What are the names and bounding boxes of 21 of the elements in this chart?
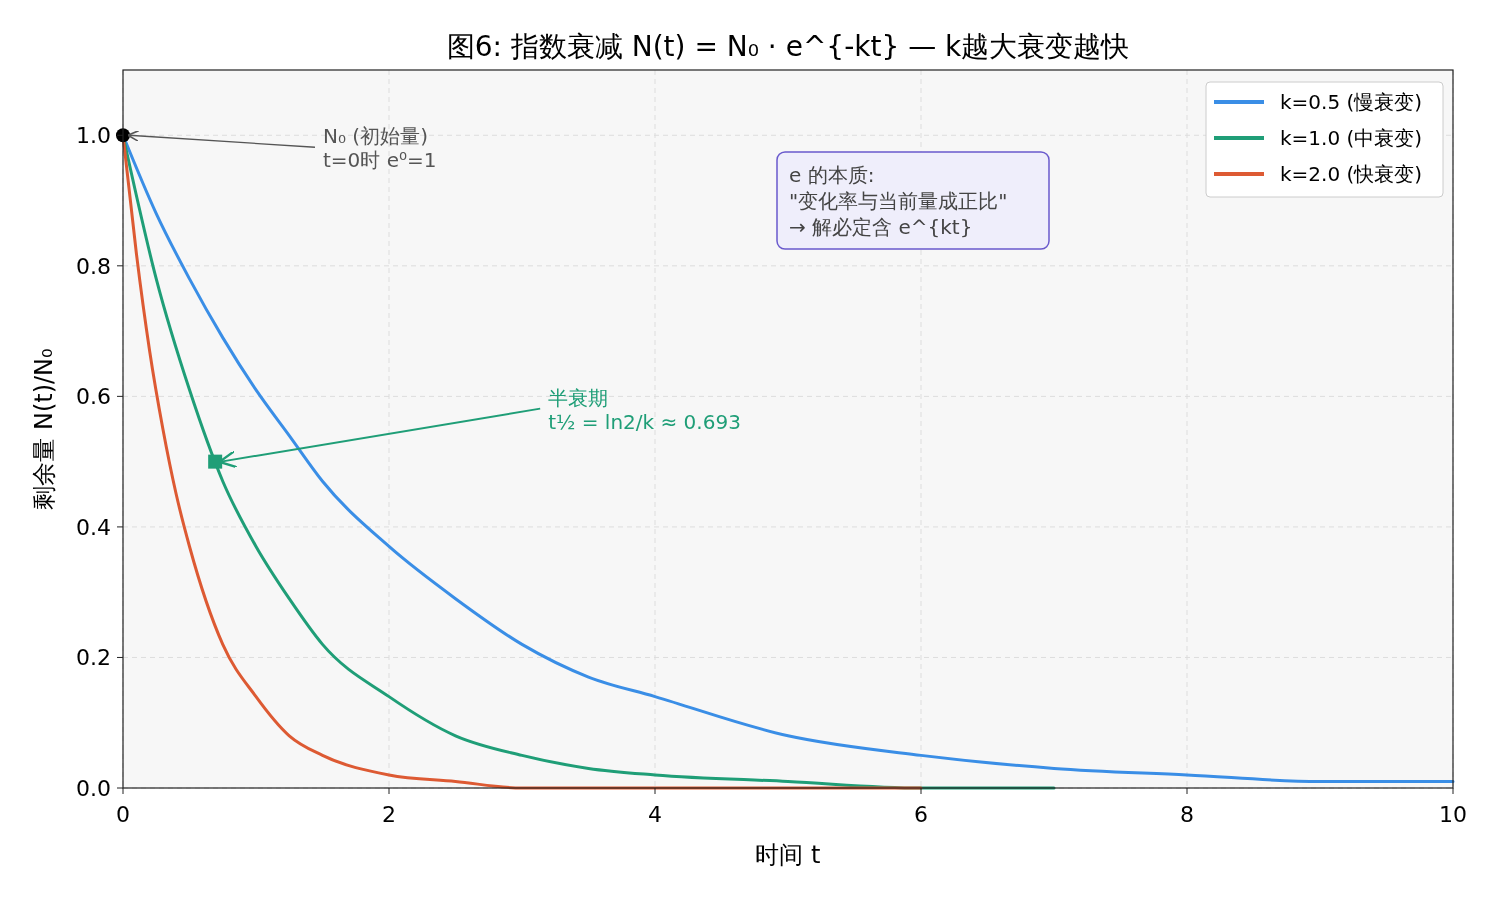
x-tick-label: 10	[1439, 802, 1467, 827]
x-tick-label: 6	[914, 802, 928, 827]
chart-title: 图6: 指数衰减 N(t) = N₀ · e^{-kt} — k越大衰变越快	[446, 30, 1130, 63]
x-tick-label: 4	[648, 802, 662, 827]
x-tick-label: 0	[116, 802, 130, 827]
y-tick-label: 0.8	[76, 253, 111, 279]
annotation: e 的本质: "变化率与当前量成正比" → 解必定含 e^{kt}	[789, 163, 1008, 239]
legend-label: k=1.0 (中衰变)	[1280, 126, 1423, 150]
legend-label: k=2.0 (快衰变)	[1280, 162, 1423, 186]
annotation: N₀ (初始量) t=0时 e⁰=1	[323, 124, 437, 173]
y-axis-title: 剩余量 N(t)/N₀	[30, 348, 58, 510]
y-tick-label: 0.4	[76, 514, 111, 540]
y-tick-label: 0.0	[76, 776, 111, 801]
y-tick-label: 1.0	[76, 123, 111, 149]
y-tick-label: 0.6	[76, 384, 111, 410]
legend-label: k=0.5 (慢衰变)	[1280, 90, 1423, 114]
x-axis-title: 时间 t	[755, 841, 821, 869]
y-tick-label: 0.2	[76, 645, 111, 671]
x-tick-label: 8	[1180, 802, 1194, 827]
annotation: 半衰期 t½ = ln2/k ≈ 0.693	[548, 385, 741, 434]
x-tick-label: 2	[382, 802, 396, 827]
